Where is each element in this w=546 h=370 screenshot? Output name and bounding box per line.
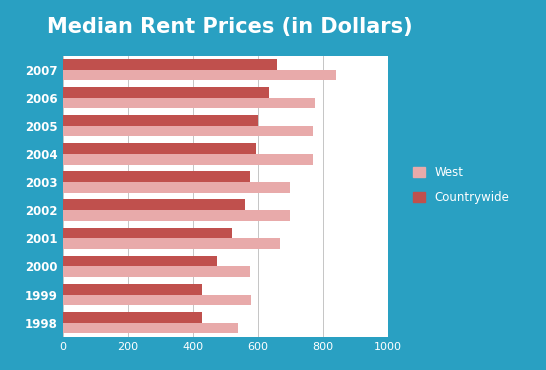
Bar [63,87,269,98]
Bar [63,143,256,154]
Bar [63,171,250,182]
Bar [63,284,203,295]
Bar [63,70,336,80]
Legend: West, Countrywide: West, Countrywide [407,160,515,210]
Bar [63,323,238,333]
Bar [63,199,245,210]
Text: Median Rent Prices (in Dollars): Median Rent Prices (in Dollars) [46,17,412,37]
Bar [63,312,203,323]
Bar [63,59,277,70]
Bar [63,182,290,193]
Bar [63,238,281,249]
Bar [63,98,314,108]
Bar [63,115,258,126]
Bar [63,126,313,137]
Bar [63,295,251,305]
Bar [63,154,313,165]
Bar [63,228,232,238]
Bar [63,256,217,266]
Bar [63,266,250,277]
Bar [63,210,290,221]
